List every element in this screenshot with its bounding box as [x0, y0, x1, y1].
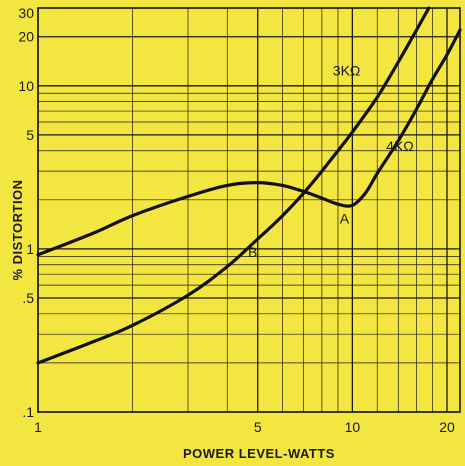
- y-tick-label: 1: [26, 241, 34, 257]
- x-axis-title: POWER LEVEL-WATTS: [183, 446, 335, 461]
- series-label-1: 3KΩ: [333, 63, 361, 79]
- point-annotations: AB: [248, 210, 350, 260]
- x-tick-label: 10: [345, 419, 361, 435]
- y-tick-label: .5: [22, 290, 34, 306]
- y-tick-label: 10: [18, 78, 34, 94]
- minor-gridlines: [38, 8, 461, 412]
- series-layer: [36, 6, 462, 365]
- x-tick-label: 5: [254, 419, 262, 435]
- series-line-2: [36, 28, 462, 257]
- point-label-a: A: [340, 210, 350, 226]
- y-tick-label: 30: [18, 5, 34, 21]
- y-axis-title: % DISTORTION: [10, 179, 25, 280]
- y-tick-label: .1: [22, 404, 34, 420]
- x-tick-label: 1: [34, 419, 42, 435]
- major-gridlines: [37, 7, 460, 413]
- series-label-2: 4KΩ: [386, 138, 414, 154]
- curve-labels: 3KΩ 4KΩ: [333, 63, 414, 154]
- y-tick-label: 5: [26, 127, 34, 143]
- y-tick-labels: .1 .5 1 5 10 20 30: [18, 5, 34, 420]
- point-label-b: B: [248, 244, 257, 260]
- x-tick-labels: 1 5 10 20: [34, 419, 455, 435]
- x-tick-label: 20: [439, 419, 455, 435]
- plot-frame: [37, 7, 461, 413]
- y-tick-label: 20: [18, 29, 34, 45]
